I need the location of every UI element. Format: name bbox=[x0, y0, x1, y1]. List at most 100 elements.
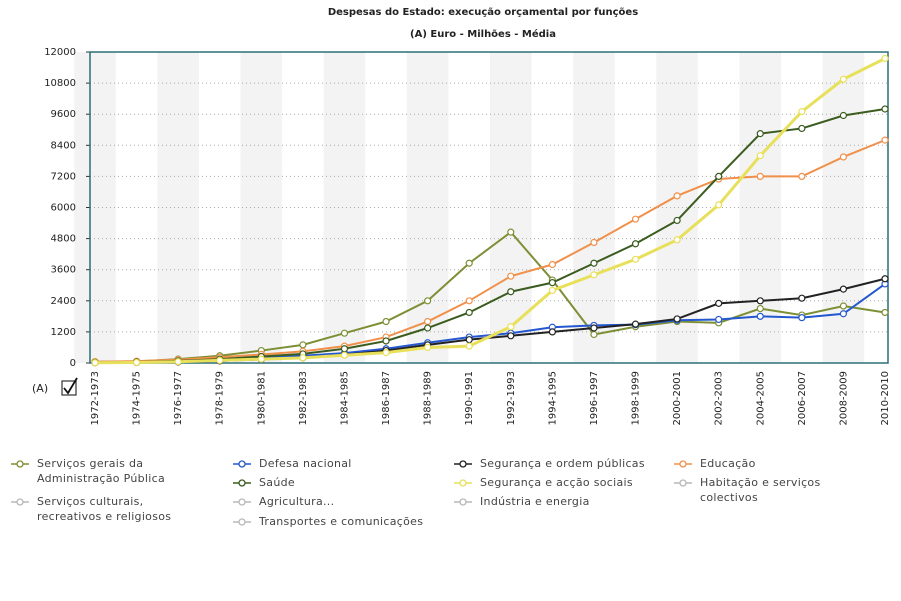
point bbox=[465, 342, 473, 350]
point bbox=[715, 201, 723, 209]
legend-marker bbox=[454, 479, 472, 487]
point bbox=[839, 285, 848, 293]
legend-marker bbox=[233, 479, 251, 487]
legend-dot bbox=[679, 460, 687, 468]
x-tick-label: 1974-1975 bbox=[132, 371, 143, 426]
band bbox=[573, 52, 615, 363]
point bbox=[590, 238, 598, 247]
legend-marker bbox=[233, 460, 251, 468]
point bbox=[756, 130, 764, 138]
point bbox=[424, 317, 432, 326]
point bbox=[631, 320, 640, 328]
legend-item[interactable]: Transportes e comunicações bbox=[232, 514, 459, 529]
legend-text: Segurança e ordem públicas bbox=[480, 457, 645, 470]
point bbox=[424, 297, 432, 305]
y-tick-label: 2400 bbox=[51, 296, 76, 307]
band bbox=[323, 52, 366, 363]
point bbox=[715, 172, 723, 180]
y-tick-label: 7200 bbox=[51, 171, 76, 182]
point bbox=[465, 336, 473, 344]
point bbox=[299, 354, 307, 362]
legend-item[interactable]: Segurança e ordem públicas bbox=[453, 456, 680, 471]
point bbox=[340, 345, 349, 353]
point bbox=[382, 349, 390, 357]
legend-item[interactable]: Segurança e acção sociais bbox=[453, 475, 680, 490]
x-tick-label: 1990-1991 bbox=[464, 371, 475, 426]
point bbox=[548, 260, 556, 269]
point bbox=[590, 324, 598, 332]
y-tick-label: 8400 bbox=[51, 140, 76, 151]
point bbox=[673, 236, 681, 244]
chart-title: Despesas do Estado: execução orçamental … bbox=[328, 7, 638, 18]
point bbox=[798, 172, 806, 180]
band bbox=[406, 52, 449, 363]
legend-marker bbox=[233, 518, 251, 526]
point bbox=[756, 312, 764, 320]
y-tick-label: 1200 bbox=[51, 327, 76, 338]
point bbox=[881, 105, 889, 113]
legend-item[interactable]: Defesa nacional bbox=[232, 456, 459, 471]
x-tick-label: 1998-1999 bbox=[631, 371, 642, 426]
y-tick-label: 3600 bbox=[51, 265, 76, 276]
legend-dot bbox=[459, 479, 467, 487]
legend-text: Serviços culturais, recreativos e religi… bbox=[37, 495, 172, 523]
legend-marker bbox=[11, 460, 29, 468]
legend-dot bbox=[459, 460, 467, 468]
band bbox=[240, 52, 283, 363]
legend-dot bbox=[679, 479, 687, 487]
point bbox=[798, 294, 806, 302]
toggle-label: (A) bbox=[32, 382, 48, 395]
point bbox=[839, 302, 848, 310]
legend-marker bbox=[674, 479, 692, 487]
point bbox=[756, 304, 764, 313]
point bbox=[174, 358, 182, 366]
series-line bbox=[94, 57, 886, 365]
point bbox=[590, 271, 598, 279]
legend-dot bbox=[238, 460, 246, 468]
point bbox=[590, 330, 598, 339]
y-tick-label: 6000 bbox=[51, 203, 76, 214]
x-tick-label: 1992-1993 bbox=[506, 371, 517, 426]
x-tick-label: 1980-1981 bbox=[256, 371, 267, 426]
point bbox=[798, 108, 806, 116]
legend-text: Indústria e energia bbox=[480, 495, 590, 508]
legend-item[interactable]: Saúde bbox=[232, 475, 459, 490]
legend-marker bbox=[11, 498, 29, 506]
point bbox=[839, 310, 848, 318]
point bbox=[340, 329, 349, 337]
point bbox=[257, 355, 265, 363]
x-tick-label: 1994-1995 bbox=[547, 371, 558, 426]
legend-dot bbox=[16, 460, 24, 468]
point bbox=[216, 356, 224, 365]
legend-item[interactable]: Agricultura... bbox=[232, 494, 459, 509]
point bbox=[881, 54, 889, 63]
point bbox=[548, 328, 556, 336]
series-line bbox=[94, 230, 886, 363]
point bbox=[507, 272, 515, 280]
point bbox=[839, 111, 848, 120]
legend-item[interactable]: Serviços gerais da Administração Pública bbox=[10, 456, 187, 486]
point bbox=[756, 297, 764, 305]
checkbox[interactable] bbox=[61, 377, 78, 396]
legend-item[interactable]: Habitação e serviços colectivos bbox=[673, 475, 850, 505]
y-tick-label: 12000 bbox=[44, 47, 76, 58]
point bbox=[340, 351, 349, 359]
x-tick-label: 2006-2007 bbox=[797, 371, 808, 426]
legend-marker bbox=[674, 460, 692, 468]
point bbox=[839, 75, 848, 83]
legend-dot bbox=[238, 498, 246, 506]
legend-item[interactable]: Indústria e energia bbox=[453, 494, 680, 509]
legend-text: Defesa nacional bbox=[259, 457, 352, 470]
legend-dot bbox=[238, 518, 246, 526]
point bbox=[424, 324, 432, 332]
legend-item[interactable]: Serviços culturais, recreativos e religi… bbox=[10, 494, 187, 524]
point bbox=[465, 297, 473, 305]
point bbox=[590, 259, 598, 267]
legend-item[interactable]: Educação bbox=[673, 456, 850, 471]
point bbox=[756, 152, 764, 160]
legend-marker bbox=[233, 498, 251, 506]
x-tick-label: 1972-1973 bbox=[90, 371, 101, 426]
point bbox=[881, 136, 889, 144]
legend-marker bbox=[454, 498, 472, 506]
